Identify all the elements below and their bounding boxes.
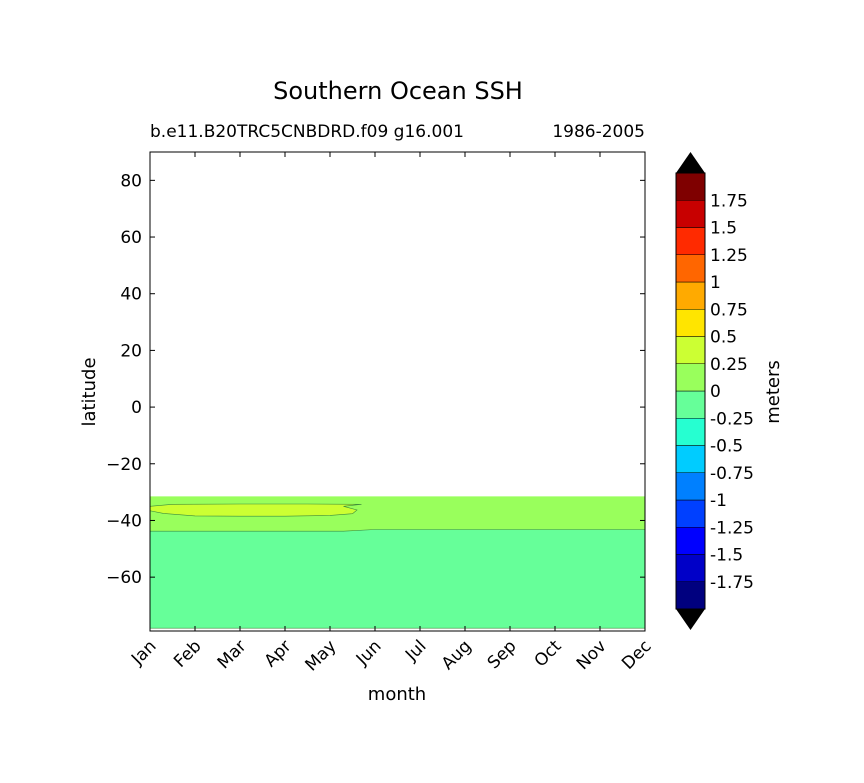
colorbar-tick-label-11: -1 xyxy=(710,491,727,511)
colorbar-tick-label-14: -1.75 xyxy=(710,573,754,593)
colorbar-tick-label-2: 1.25 xyxy=(710,246,748,266)
colorbar-segment-5 xyxy=(675,445,706,473)
x-tick-label-0: Jan xyxy=(127,636,160,669)
colorbar-segment-3 xyxy=(675,499,706,528)
colorbar-segment-8 xyxy=(675,363,706,392)
colorbar-segment-1 xyxy=(675,554,706,582)
y-axis-label: latitude xyxy=(79,357,100,426)
colorbar-segment-12 xyxy=(675,254,706,283)
y-tick-label-1: 60 xyxy=(120,228,142,248)
chart-subtitle-years: 1986-2005 xyxy=(552,122,645,142)
colorbar-tick-label-1: 1.5 xyxy=(710,219,737,239)
y-tick-label-2: 40 xyxy=(120,285,142,305)
y-tick-label-3: 20 xyxy=(120,341,142,361)
chart-title: Southern Ocean SSH xyxy=(273,77,523,105)
y-tick-label-6: −40 xyxy=(106,511,142,531)
colorbar-extend-max xyxy=(676,152,705,173)
colorbar-label: meters xyxy=(763,360,784,424)
plot-frame xyxy=(149,151,646,632)
y-tick-label-0: 80 xyxy=(120,171,142,191)
colorbar-segment-14 xyxy=(675,200,706,228)
colorbar-tick-label-3: 1 xyxy=(710,273,721,293)
x-tick-label-8: Sep xyxy=(484,636,521,673)
y-tick-label-4: 0 xyxy=(131,398,142,418)
contour-fill-layer xyxy=(149,496,646,629)
contour-region-1 xyxy=(149,529,646,629)
colorbar-segment-0 xyxy=(675,581,706,610)
colorbar-segment-6 xyxy=(675,418,706,446)
colorbar-segment-15 xyxy=(675,172,706,201)
colorbar-segment-7 xyxy=(675,390,706,419)
colorbar-segment-4 xyxy=(675,472,706,501)
colorbar-segment-11 xyxy=(675,281,706,310)
colorbar-tick-label-4: 0.75 xyxy=(710,300,748,320)
colorbar-segment-13 xyxy=(675,227,706,255)
x-tick-label-9: Oct xyxy=(531,636,566,671)
x-tick-label-5: Jun xyxy=(352,636,386,670)
colorbar-tick-label-0: 1.75 xyxy=(710,191,748,211)
colorbar-tick-label-13: -1.5 xyxy=(710,546,743,566)
colorbar-tick-label-8: -0.25 xyxy=(710,409,754,429)
x-tick-label-10: Nov xyxy=(573,636,611,674)
x-tick-label-6: Jul xyxy=(401,636,430,665)
x-tick-label-11: Dec xyxy=(618,636,655,673)
colorbar-tick-label-5: 0.5 xyxy=(710,328,737,348)
colorbar-extend-min xyxy=(676,609,705,630)
colorbar-segment-10 xyxy=(675,309,706,337)
x-tick-label-7: Aug xyxy=(438,636,476,674)
x-tick-label-4: May xyxy=(302,636,341,675)
colorbar: 1.75 1.5 1.25 1 0.75 0.5 0.25 0 -0.25 -0.5 -0.75 -1… xyxy=(675,152,754,630)
contour-region-2 xyxy=(149,503,362,517)
x-tick-label-2: Mar xyxy=(214,636,251,673)
colorbar-tick-label-6: 0.25 xyxy=(710,355,748,375)
colorbar-tick-label-12: -1.25 xyxy=(710,518,754,538)
chart-subtitle-case: b.e11.B20TRC5CNBDRD.f09 g16.001 xyxy=(150,122,464,142)
colorbar-tick-label-9: -0.5 xyxy=(710,437,743,457)
x-tick-label-3: Apr xyxy=(261,636,296,671)
colorbar-tick-label-7: 0 xyxy=(710,382,721,402)
y-tick-label-7: −60 xyxy=(106,568,142,588)
colorbar-segment-9 xyxy=(675,336,706,364)
colorbar-tick-label-10: -0.75 xyxy=(710,464,754,484)
x-tick-label-1: Feb xyxy=(170,636,205,671)
colorbar-frame xyxy=(675,172,706,610)
y-tick-label-5: −20 xyxy=(106,455,142,475)
x-axis-label: month xyxy=(368,684,426,705)
colorbar-segment-2 xyxy=(675,527,706,555)
